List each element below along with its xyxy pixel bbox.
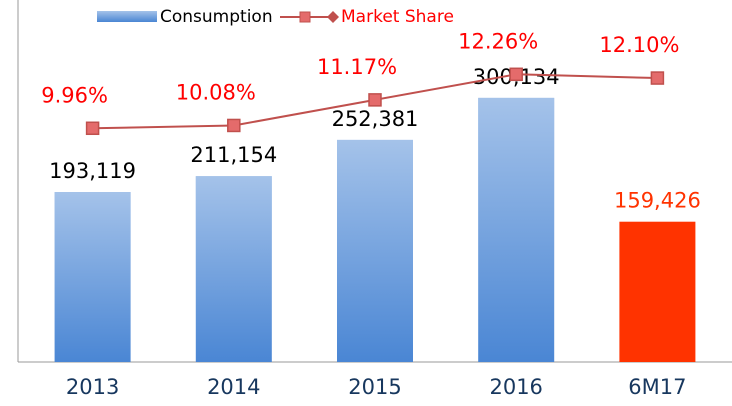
legend-marker (299, 11, 311, 23)
data-label: 11.17% (317, 55, 397, 79)
x-tick-label: 2015 (348, 375, 401, 399)
legend-label: Consumption (160, 7, 273, 27)
marker (227, 118, 241, 133)
marker (509, 67, 523, 82)
data-label: 10.08% (176, 80, 256, 104)
data-label: 252,381 (332, 107, 419, 131)
bar-shine (337, 139, 413, 362)
bar (619, 221, 696, 362)
x-tick-label: 2016 (489, 375, 542, 399)
data-label: 12.10% (599, 33, 679, 57)
bar-shine (478, 97, 555, 362)
data-label: 193,119 (49, 159, 136, 183)
x-tick-label: 6M17 (628, 375, 686, 399)
marker (85, 121, 100, 136)
data-label: 12.26% (458, 29, 538, 53)
legend-swatch-shine (97, 11, 157, 22)
legend-diamond (327, 11, 339, 23)
legend-label: Market Share (341, 7, 454, 27)
marker (368, 93, 382, 107)
x-tick-label: 2014 (207, 375, 260, 399)
data-label: 9.96% (41, 83, 108, 107)
x-tick-label: 2013 (66, 375, 119, 399)
bar-shine (54, 192, 131, 362)
data-label: 211,154 (190, 143, 277, 167)
marker (650, 71, 665, 85)
data-label: 159,426 (614, 189, 701, 213)
bar-shine (195, 176, 272, 362)
